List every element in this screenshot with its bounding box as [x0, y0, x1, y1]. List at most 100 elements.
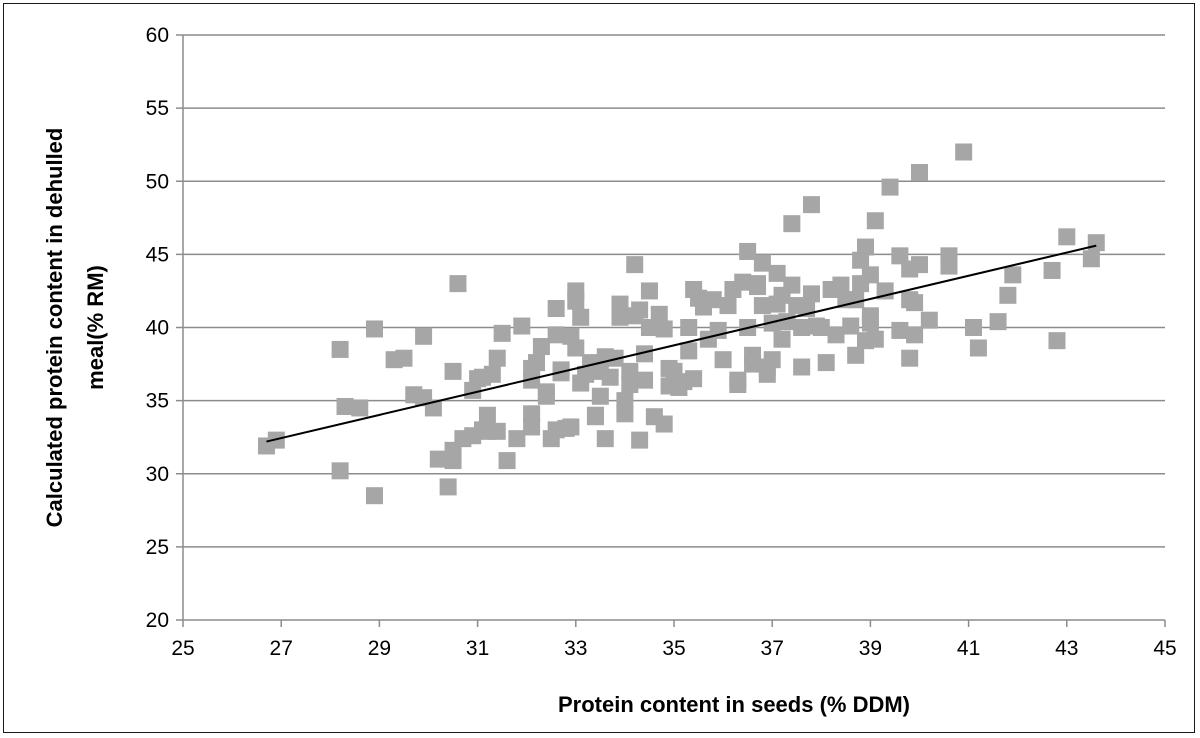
- data-point: [729, 376, 747, 394]
- data-point: [532, 338, 550, 356]
- data-point: [866, 212, 884, 230]
- data-point: [1082, 250, 1100, 268]
- data-point: [753, 254, 771, 272]
- data-point: [719, 297, 737, 315]
- x-tick-label: 45: [1153, 637, 1176, 660]
- y-tick-label: 60: [146, 24, 169, 47]
- data-point: [640, 319, 658, 336]
- data-point: [616, 405, 634, 423]
- data-point: [847, 291, 865, 309]
- data-point: [680, 319, 698, 336]
- data-point: [1043, 261, 1061, 279]
- y-tick-label: 55: [146, 97, 169, 120]
- data-point: [866, 330, 884, 348]
- x-tick-label: 35: [662, 637, 685, 660]
- data-point: [832, 276, 850, 294]
- data-point: [395, 349, 413, 367]
- data-point: [768, 264, 786, 282]
- data-point: [802, 196, 820, 214]
- data-point: [498, 452, 516, 470]
- x-tick-label: 33: [564, 637, 587, 660]
- data-point: [812, 319, 830, 336]
- data-point: [861, 266, 879, 284]
- data-point: [773, 330, 791, 348]
- data-point: [586, 408, 604, 426]
- data-point: [616, 392, 634, 410]
- y-axis-title: Calculated protein content in dehulled me…: [42, 128, 108, 528]
- data-point: [655, 415, 673, 433]
- data-point: [626, 256, 644, 274]
- data-point: [891, 321, 909, 339]
- x-tick-label: 37: [761, 637, 784, 660]
- data-point: [621, 376, 639, 394]
- data-point: [817, 354, 835, 372]
- data-point: [955, 143, 973, 161]
- data-point: [655, 320, 673, 338]
- data-point: [449, 275, 467, 293]
- data-point: [429, 450, 447, 468]
- y-tick-label: 45: [146, 243, 169, 266]
- y-axis-title-line-2: meal(% RM): [83, 265, 108, 390]
- data-point: [1004, 266, 1022, 284]
- data-point: [783, 276, 801, 294]
- x-axis-title: Protein content in seeds (% DDM): [558, 692, 910, 717]
- data-point: [636, 345, 654, 363]
- x-tick-label: 25: [171, 637, 194, 660]
- data-point: [847, 346, 865, 364]
- data-point: [606, 349, 624, 367]
- data-point: [567, 339, 585, 357]
- data-point: [783, 215, 801, 233]
- data-point: [365, 487, 383, 505]
- data-point: [793, 358, 811, 376]
- data-point: [528, 354, 546, 372]
- data-point: [621, 362, 639, 380]
- data-point: [650, 305, 668, 323]
- data-points: [257, 143, 1105, 505]
- data-point: [793, 319, 811, 336]
- data-point: [969, 339, 987, 357]
- data-point: [906, 294, 924, 312]
- data-point: [488, 349, 506, 367]
- data-point: [1048, 332, 1066, 350]
- data-point: [940, 257, 958, 275]
- data-point: [763, 351, 781, 369]
- y-tick-label: 20: [146, 609, 169, 632]
- data-point: [601, 368, 619, 386]
- data-point: [611, 295, 629, 313]
- data-point: [911, 163, 928, 181]
- data-point: [631, 431, 649, 449]
- x-tick-label: 29: [368, 637, 391, 660]
- data-point: [704, 291, 722, 309]
- data-point: [734, 273, 752, 291]
- data-point: [523, 371, 541, 389]
- data-point: [636, 371, 654, 389]
- data-point: [680, 342, 698, 360]
- data-point: [523, 405, 541, 423]
- x-tick-label: 39: [859, 637, 882, 660]
- data-point: [827, 326, 845, 344]
- data-point: [523, 418, 541, 436]
- data-point: [596, 430, 614, 448]
- data-point: [852, 251, 870, 269]
- y-tick-label: 40: [146, 317, 169, 340]
- data-point: [920, 311, 938, 329]
- data-point: [331, 462, 349, 480]
- data-point: [861, 314, 879, 332]
- x-tick-label: 27: [270, 637, 293, 660]
- data-point: [562, 418, 580, 436]
- data-point: [631, 301, 649, 319]
- data-point: [989, 313, 1007, 331]
- x-tick-label: 31: [466, 637, 489, 660]
- data-point: [999, 286, 1017, 304]
- data-point: [365, 320, 383, 338]
- y-tick-label: 50: [146, 170, 169, 193]
- data-point: [478, 406, 496, 424]
- data-point: [415, 327, 433, 345]
- y-tick-labels: 20 25 30 35 40 45 50 55 60: [146, 24, 169, 632]
- data-point: [336, 397, 354, 415]
- data-point: [802, 285, 820, 303]
- x-tick-label: 43: [1055, 637, 1078, 660]
- trendline-group: [266, 244, 1097, 443]
- y-tick-label: 25: [146, 536, 169, 559]
- data-point: [611, 308, 629, 326]
